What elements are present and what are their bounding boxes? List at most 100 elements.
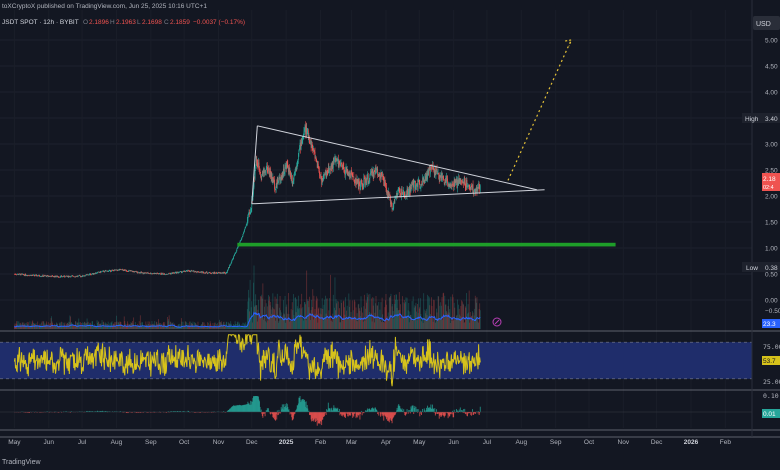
support-band[interactable] <box>237 242 616 247</box>
candle-body <box>317 164 319 169</box>
candle-body <box>413 181 415 189</box>
candle-body <box>172 272 174 274</box>
candle-body <box>465 186 467 188</box>
candle-body <box>94 273 96 275</box>
candle-body <box>179 271 181 273</box>
candle-body <box>139 272 141 274</box>
candle-body <box>422 177 423 184</box>
candle-body <box>170 273 172 274</box>
candle-body <box>360 184 361 190</box>
candle-body <box>143 273 144 275</box>
candle-body <box>187 270 189 272</box>
candle-body <box>348 175 350 176</box>
candle-body <box>189 271 191 272</box>
candle-body <box>390 196 391 205</box>
candle-body <box>457 180 458 188</box>
candle-body <box>411 184 412 187</box>
candle-body <box>295 167 296 172</box>
price-tick-label: 1.00 <box>765 246 778 253</box>
candle-body <box>400 193 401 196</box>
candle-body <box>34 274 35 276</box>
candle-body <box>401 188 402 196</box>
candle-body <box>425 176 426 179</box>
triangle-lower-trendline[interactable] <box>251 189 545 205</box>
candle-body <box>212 272 214 274</box>
candle-body <box>262 172 264 174</box>
candle-body <box>43 276 45 277</box>
candle-body <box>188 270 189 271</box>
candle-body <box>78 275 80 277</box>
candle-body <box>118 269 120 271</box>
projection-arrow-line[interactable] <box>507 39 572 181</box>
candle-body <box>146 273 148 274</box>
candle-body <box>324 173 325 175</box>
candle-body <box>472 184 474 191</box>
candle-body <box>23 274 25 276</box>
candle-body <box>117 270 118 271</box>
candle-body <box>133 271 135 272</box>
candle-body <box>316 159 318 162</box>
candle-body <box>147 272 148 274</box>
price-tick-label: 3.00 <box>765 142 778 149</box>
candle-body <box>351 170 352 174</box>
candle-body <box>233 256 234 260</box>
candle-body <box>167 274 168 275</box>
candle-body <box>52 275 54 277</box>
candle-body <box>35 274 36 276</box>
candle-body <box>63 275 65 277</box>
candle-body <box>437 173 438 175</box>
candle-body <box>387 191 388 197</box>
candle-body <box>51 275 52 277</box>
candle-body <box>162 273 164 274</box>
candle-body <box>356 183 357 185</box>
price-tick-label: 0.50 <box>765 272 778 279</box>
candle-body <box>260 172 261 177</box>
currency-button[interactable] <box>753 16 780 30</box>
price-axis[interactable]: 5.004.504.003.503.002.502.001.501.000.50… <box>765 38 780 316</box>
candle-body <box>341 166 343 168</box>
time-tick-label: Aug <box>111 439 123 446</box>
candle-body <box>16 274 18 275</box>
candle-body <box>472 184 473 190</box>
candle-body <box>340 163 341 167</box>
candle-body <box>192 270 194 272</box>
candle-body <box>80 275 81 277</box>
candle-body <box>280 175 282 180</box>
candle-body <box>412 181 414 184</box>
time-tick-label: May <box>8 439 21 446</box>
candle-body <box>423 180 425 183</box>
candle-body <box>405 194 407 197</box>
candle-body <box>225 272 227 274</box>
candle-body <box>87 274 88 276</box>
candle-body <box>339 160 340 164</box>
candle-body <box>164 273 166 275</box>
candle-body <box>362 184 364 188</box>
candle-body <box>288 168 289 173</box>
candle-body <box>110 270 111 272</box>
candle-body <box>208 272 210 273</box>
alert-icon[interactable] <box>492 317 502 327</box>
candle-body <box>449 183 451 187</box>
candle-body <box>178 272 179 274</box>
candle-body <box>220 272 222 274</box>
candle-body <box>360 179 362 185</box>
candle-body <box>377 175 379 177</box>
triangle-upper-trendline[interactable] <box>257 125 537 191</box>
candle-body <box>228 267 230 268</box>
candle-body <box>85 274 87 276</box>
candle-body <box>93 273 95 275</box>
volume-moving-average-line <box>14 311 481 328</box>
rsi-band <box>0 342 752 379</box>
candle-body <box>201 271 203 273</box>
triangle-left-edge[interactable] <box>251 125 258 204</box>
candle-body <box>311 144 313 148</box>
candle-body <box>110 271 112 272</box>
candle-body <box>157 273 159 275</box>
candle-body <box>151 273 152 275</box>
candle-body <box>331 164 332 168</box>
time-axis[interactable]: May Jun Jul Aug Sep Oct Nov Dec 2025 Feb Mar Apr May… <box>8 439 731 446</box>
candle-body <box>337 158 339 160</box>
candle-body <box>353 176 355 181</box>
candle-body <box>355 178 356 184</box>
